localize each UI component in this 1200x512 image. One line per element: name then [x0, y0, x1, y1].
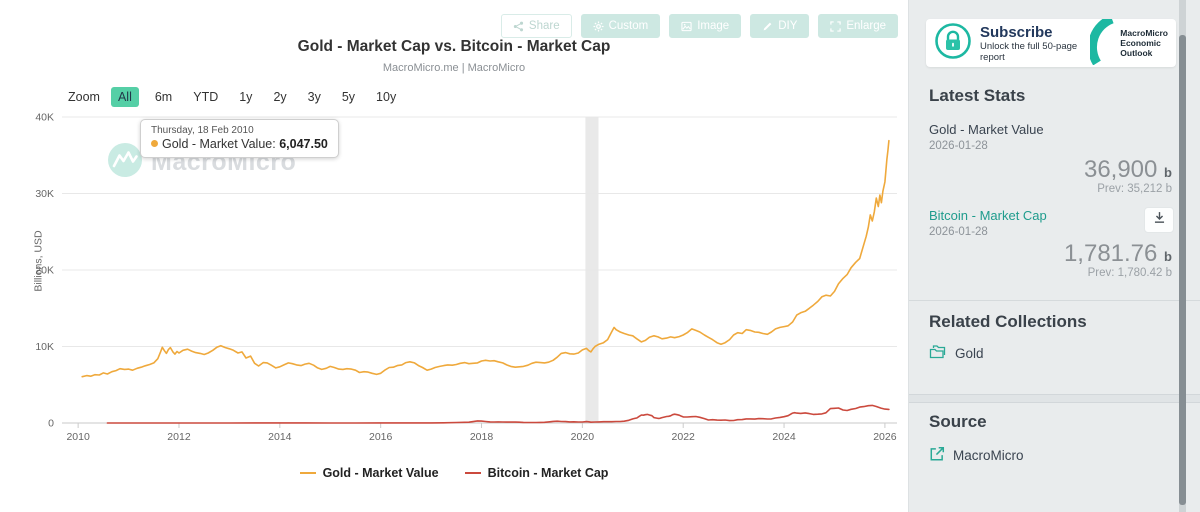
subscribe-subtitle: Unlock the full 50-page report: [980, 40, 1078, 63]
tooltip-value: 6,047.50: [279, 137, 328, 151]
zoom-option-2y[interactable]: 2y: [273, 90, 287, 104]
enlarge-button[interactable]: Enlarge: [818, 14, 898, 38]
svg-text:0: 0: [48, 418, 54, 430]
stat-date-gold: 2026-01-28: [929, 140, 988, 152]
share-icon: [513, 21, 524, 32]
line-chart-plot-area[interactable]: 0 10K 20K 30K 40K 2010 2012 2014 2016 2018 2020 202…: [35, 112, 897, 443]
series-dot-icon: [151, 140, 158, 147]
chart-tooltip: Thursday, 18 Feb 2010 Gold - Market Valu…: [140, 119, 339, 158]
image-icon: [681, 21, 692, 32]
source-item-label: MacroMicro: [953, 448, 1024, 463]
svg-text:2010: 2010: [66, 431, 90, 443]
download-icon: [1153, 211, 1166, 229]
subscribe-title: Subscribe: [980, 23, 1053, 41]
legend-label-gold: Gold - Market Value: [322, 466, 439, 480]
svg-text:2016: 2016: [369, 431, 393, 443]
zoom-option-5y[interactable]: 5y: [341, 90, 356, 104]
lock-icon: [934, 22, 972, 65]
svg-text:2022: 2022: [672, 431, 696, 443]
teal-ribbon-icon: [1088, 19, 1116, 67]
pencil-icon: [762, 21, 773, 32]
image-button-label: Image: [697, 20, 730, 32]
subscribe-banner[interactable]: Subscribe Unlock the full 50-page report…: [926, 19, 1176, 67]
svg-text:10K: 10K: [35, 341, 54, 353]
gear-icon: [593, 20, 604, 32]
enlarge-icon: [830, 20, 842, 32]
stat-name-bitcoin[interactable]: Bitcoin - Market Cap: [929, 208, 1047, 223]
bitcoin-line-swatch-icon: [464, 472, 481, 474]
image-button[interactable]: Image: [669, 14, 742, 38]
stat-prev-bitcoin: Prev: 1,780.42 b: [1087, 267, 1172, 279]
legend-item-bitcoin[interactable]: Bitcoin - Market Cap: [464, 466, 609, 480]
enlarge-button-label: Enlarge: [846, 20, 886, 32]
folder-icon: [929, 344, 947, 362]
share-button[interactable]: Share: [500, 14, 572, 38]
custom-button-label: Custom: [608, 20, 649, 32]
svg-text:2012: 2012: [167, 431, 191, 443]
y-axis-title: Billions, USD: [32, 230, 45, 292]
svg-text:2026: 2026: [873, 431, 897, 443]
chart-card: Share Custom Image DIY: [0, 14, 908, 480]
custom-button[interactable]: Custom: [580, 14, 661, 38]
zoom-option-all[interactable]: All: [110, 87, 139, 107]
chart-toolbar: Share Custom Image DIY: [500, 14, 898, 38]
collection-item-label: Gold: [955, 345, 984, 361]
stat-date-bitcoin: 2026-01-28: [929, 226, 988, 238]
page-subtitle: MacroMicro.me | MacroMicro: [382, 62, 526, 74]
svg-text:30K: 30K: [35, 188, 54, 200]
latest-stats-heading: Latest Stats: [929, 86, 1026, 105]
source-heading: Source: [929, 412, 987, 431]
gold-line-swatch-icon: [299, 472, 316, 474]
diy-button[interactable]: DIY: [750, 14, 810, 38]
download-button[interactable]: [1144, 207, 1174, 233]
collection-item-gold[interactable]: Gold: [929, 344, 984, 362]
source-item-macromicro[interactable]: MacroMicro: [929, 446, 1024, 465]
svg-text:2018: 2018: [470, 431, 494, 443]
zoom-label: Zoom: [68, 90, 100, 104]
external-link-icon: [929, 446, 945, 465]
zoom-option-ytd[interactable]: YTD: [193, 90, 219, 104]
tooltip-series-label: Gold - Market Value:: [162, 137, 276, 151]
zoom-option-6m[interactable]: 6m: [154, 90, 173, 104]
page-title: Gold - Market Cap vs. Bitcoin - Market C…: [297, 38, 611, 55]
zoom-range-bar: Zoom All 6m YTD 1y 2y 3y 5y 10y: [68, 87, 401, 107]
svg-text:40K: 40K: [35, 112, 54, 124]
share-button-label: Share: [528, 20, 560, 32]
svg-text:2024: 2024: [772, 431, 796, 443]
divider: [909, 300, 1200, 301]
svg-text:20K: 20K: [35, 265, 54, 277]
stat-value-gold: 36,900 b: [1083, 156, 1172, 183]
zoom-option-10y[interactable]: 10y: [376, 90, 397, 104]
zoom-option-3y[interactable]: 3y: [307, 90, 321, 104]
section-gap: [909, 394, 1200, 403]
stat-value-bitcoin: 1,781.76 b: [1063, 240, 1172, 267]
sidebar-scrollbar-thumb[interactable]: [1179, 35, 1186, 505]
related-collections-heading: Related Collections: [929, 312, 1087, 331]
legend-item-gold[interactable]: Gold - Market Value: [299, 466, 439, 480]
sidebar: Subscribe Unlock the full 50-page report…: [908, 0, 1200, 512]
stat-prev-gold: Prev: 35,212 b: [1097, 183, 1172, 195]
tooltip-date: Thursday, 18 Feb 2010: [151, 125, 254, 136]
svg-text:2020: 2020: [571, 431, 595, 443]
zoom-option-1y[interactable]: 1y: [239, 90, 253, 104]
diy-button-label: DIY: [778, 20, 798, 32]
chart-legend: Gold - Market Value Bitcoin - Market Cap: [0, 466, 908, 480]
stat-name-gold: Gold - Market Value: [929, 122, 1044, 137]
banner-badge: MacroMicro Economic Outlook: [1120, 28, 1168, 58]
svg-text:2014: 2014: [268, 431, 292, 443]
legend-label-bitcoin: Bitcoin - Market Cap: [487, 466, 609, 480]
